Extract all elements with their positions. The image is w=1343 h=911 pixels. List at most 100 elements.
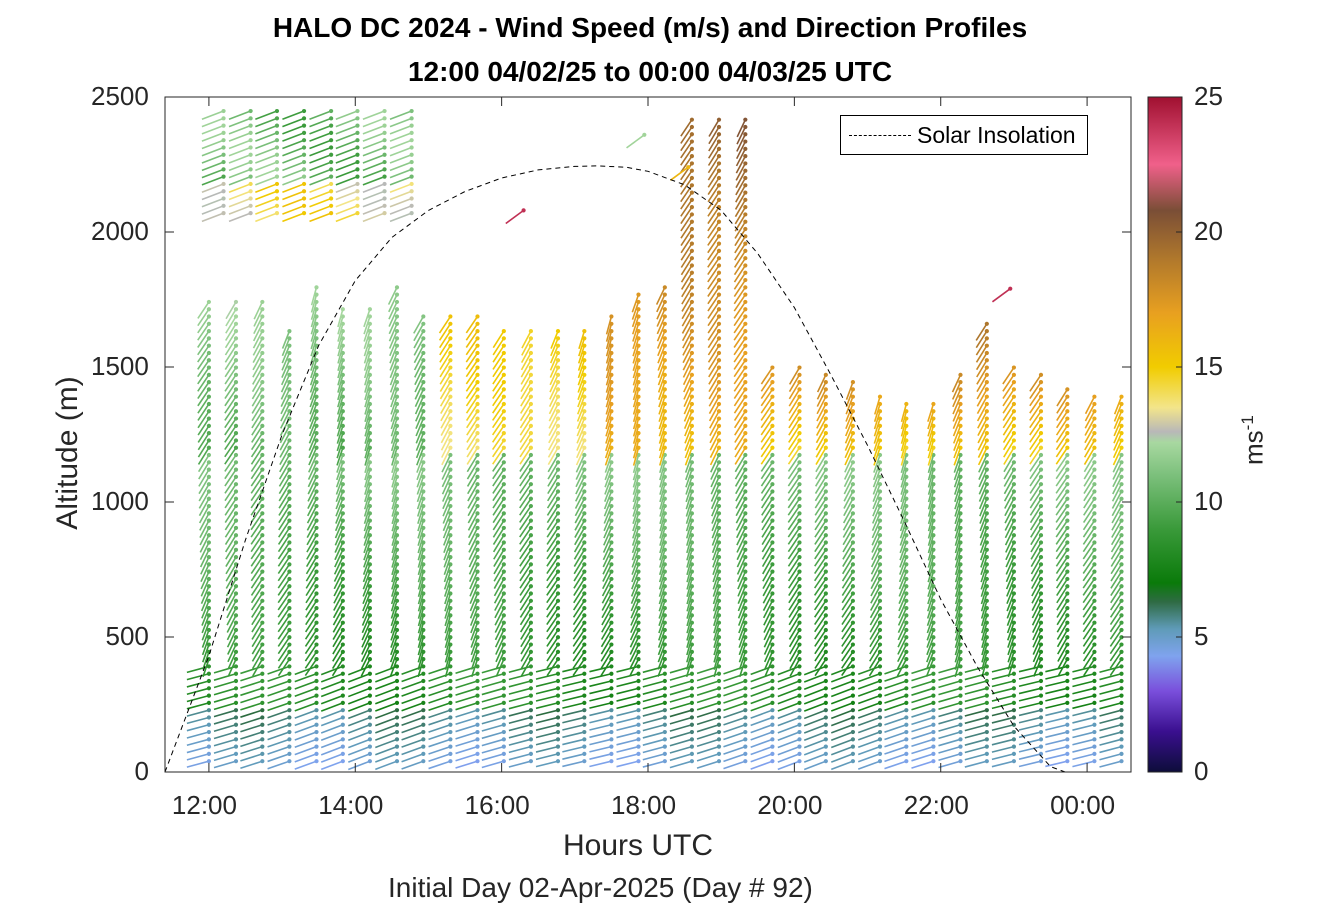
barb-profile-14-head (582, 358, 587, 363)
barb-profile-5-head (340, 554, 345, 560)
barb-profile-26-shaft (899, 505, 908, 524)
barb-profile-2-shaft (253, 316, 264, 335)
barb-profile-32-shaft (1055, 512, 1068, 531)
barb-profile-19-head (716, 737, 722, 742)
barb-profile-31-head (1038, 700, 1044, 705)
barb-profile-16-shaft (632, 330, 640, 350)
barb-profile-13-shaft (535, 738, 559, 746)
barb-profile-4-head (314, 285, 319, 290)
barb-profile-26-shaft (900, 418, 908, 437)
barb-profile-32-shaft (1045, 745, 1068, 753)
barb-profile-12-head (528, 467, 534, 472)
barb-profile-20-head (743, 540, 748, 545)
barb-profile-13-shaft (548, 418, 559, 436)
barb-profile-0-shaft (197, 396, 210, 414)
barb-upper-3-head (301, 130, 307, 136)
barb-profile-13-head (555, 328, 561, 334)
barb-profile-26-head (904, 671, 909, 676)
barb-profile-0-shaft (197, 367, 210, 385)
barb-profile-25-head (877, 489, 883, 494)
barb-profile-26-head (904, 715, 909, 720)
barb-profile-0-head (206, 445, 212, 450)
barb-profile-33-head (1092, 533, 1097, 538)
barb-profile-18-head (689, 219, 695, 224)
barb-profile-27-shaft (911, 723, 934, 733)
barb-profile-6-head (367, 540, 373, 545)
barb-upper-7-shaft (389, 124, 412, 135)
barb-profile-8-shaft (416, 491, 425, 510)
barb-profile-27-shaft (911, 709, 934, 718)
barb-profile-10-shaft (465, 367, 479, 385)
barb-profile-0-head (206, 591, 212, 596)
barb-profile-11-head (501, 496, 506, 501)
barb-profile-25-head (877, 708, 883, 713)
barb-profile-25-shaft (872, 491, 881, 510)
barb-profile-32-shaft (1055, 549, 1068, 567)
barb-upper-5-shaft (335, 124, 358, 135)
barb-profile-18-shaft (680, 133, 693, 152)
barb-profile-34-head (1119, 722, 1124, 727)
barb-profile-20-shaft (733, 374, 746, 392)
barb-profile-25-shaft (873, 447, 881, 466)
barb-profile-7-shaft (390, 615, 398, 634)
barb-profile-31-shaft (1030, 563, 1042, 582)
barb-profile-30-head (1011, 576, 1017, 582)
barb-profile-9-head (448, 554, 453, 560)
barb-profile-29-head (984, 358, 989, 363)
barb-profile-2-head (260, 657, 265, 662)
barb-profile-19-head (716, 343, 722, 348)
barb-profile-24-shaft (830, 760, 854, 771)
barb-profile-15-shaft (605, 425, 613, 444)
barb-profile-29-head (984, 423, 989, 428)
barb-upper-4-shaft (309, 117, 332, 128)
barb-profile-11-shaft (493, 563, 505, 582)
barb-profile-2-shaft (240, 760, 263, 769)
barb-profile-4-head (314, 715, 319, 720)
barb-upper-2-shaft (255, 175, 278, 186)
barb-profile-15-shaft (605, 360, 613, 379)
barb-profile-20-shaft (723, 702, 746, 712)
barb-profile-20-shaft (723, 709, 746, 719)
barb-profile-22-head (797, 642, 802, 647)
barb-profile-12-shaft (519, 585, 532, 604)
barb-profile-32-shaft (1056, 585, 1069, 604)
barb-profile-22-head (797, 729, 802, 735)
barb-profile-34-shaft (1112, 469, 1123, 488)
barb-upper-5-shaft (335, 139, 358, 150)
barb-profile-14-head (582, 452, 587, 458)
barb-profile-3-head (287, 620, 292, 625)
barb-profile-19-head (716, 394, 722, 399)
barb-profile-14-shaft (573, 549, 586, 567)
barb-profile-12-head (528, 708, 534, 713)
barb-profile-17-shaft (659, 491, 666, 510)
barb-profile-9-shaft (428, 738, 451, 748)
barb-upper-4-head (329, 181, 334, 187)
barb-profile-9-shaft (442, 498, 452, 517)
barb-profile-20-shaft (734, 432, 747, 451)
barb-profile-1-shaft (213, 672, 237, 681)
barb-profile-14-shaft (577, 396, 586, 415)
barb-profile-31-head (1038, 584, 1044, 589)
barb-profile-8-head (421, 759, 426, 764)
barb-profile-7-head (394, 409, 400, 414)
barb-profile-0-shaft (198, 469, 210, 487)
barb-profile-0-head (206, 547, 212, 552)
barb-profile-8-shaft (401, 723, 424, 734)
barb-profile-3-head (287, 365, 292, 370)
barb-upper-6-shaft (362, 154, 385, 164)
barb-profile-33-head (1092, 394, 1097, 399)
barb-profile-29-head (984, 671, 989, 676)
barb-profile-6-shaft (348, 724, 371, 734)
barb-profile-4-head (314, 635, 319, 640)
barb-profile-27-shaft (911, 680, 934, 689)
barb-profile-10-shaft (465, 345, 479, 363)
barb-profile-9-shaft (441, 454, 452, 473)
barb-profile-25-head (877, 540, 883, 545)
barb-profile-27-shaft (927, 454, 935, 474)
barb-profile-12-shaft (508, 672, 532, 681)
barb-profile-1-head (233, 503, 239, 509)
barb-profile-32-shaft (1056, 578, 1069, 596)
barb-profile-18-shaft (686, 586, 693, 605)
barb-upper-2-head (274, 211, 280, 216)
barb-profile-3-shaft (277, 622, 291, 640)
